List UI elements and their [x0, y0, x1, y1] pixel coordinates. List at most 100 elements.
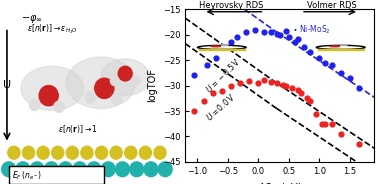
Bar [198, 49, 245, 50]
Circle shape [95, 78, 114, 98]
Circle shape [16, 162, 30, 177]
Circle shape [29, 99, 40, 110]
Point [252, 28, 258, 31]
Circle shape [110, 146, 122, 159]
Text: $-\varphi_\infty$: $-\varphi_\infty$ [21, 13, 42, 25]
Point [283, 29, 289, 32]
Text: Heyrovsky RDS: Heyrovsky RDS [199, 1, 263, 10]
Text: $\varepsilon[n(\mathbf{r})] \rightarrow \varepsilon_{H_2O}$: $\varepsilon[n(\mathbf{r})] \rightarrow … [27, 23, 77, 36]
Circle shape [45, 162, 58, 177]
Ellipse shape [101, 59, 150, 96]
Bar [318, 49, 364, 50]
Point [304, 97, 310, 100]
Y-axis label: logTOF: logTOF [147, 69, 157, 102]
Circle shape [37, 146, 49, 159]
Text: $\bullet$ Ni-MoS$_2$: $\bullet$ Ni-MoS$_2$ [292, 23, 331, 36]
Circle shape [154, 146, 166, 159]
Point [316, 56, 322, 59]
Text: $\varepsilon[n(\mathbf{r})] \rightarrow 1$: $\varepsilon[n(\mathbf{r})] \rightarrow … [58, 123, 98, 135]
Point [277, 33, 283, 36]
Circle shape [30, 162, 44, 177]
Point [301, 46, 307, 49]
Circle shape [8, 146, 20, 159]
Point [210, 92, 216, 95]
Circle shape [130, 162, 144, 177]
Circle shape [139, 146, 152, 159]
Point [200, 99, 206, 102]
Point [213, 56, 219, 59]
X-axis label: $\Delta\Omega_\mathrm{H}$ (eV): $\Delta\Omega_\mathrm{H}$ (eV) [258, 181, 302, 184]
Text: U: U [3, 80, 11, 90]
Text: $U = -0.5\,\mathrm{V}$: $U = -0.5\,\mathrm{V}$ [203, 56, 243, 95]
Point [203, 64, 209, 67]
Point [268, 81, 274, 84]
Point [298, 92, 304, 95]
Circle shape [101, 162, 115, 177]
Circle shape [87, 162, 101, 177]
Circle shape [22, 146, 35, 159]
Point [356, 143, 362, 146]
Point [243, 31, 249, 34]
Point [219, 89, 225, 92]
Circle shape [52, 146, 64, 159]
Point [191, 74, 197, 77]
Point [286, 36, 292, 39]
Circle shape [96, 146, 108, 159]
Circle shape [54, 101, 64, 112]
Point [338, 71, 344, 74]
Circle shape [66, 146, 78, 159]
Point [222, 46, 228, 49]
Point [274, 82, 280, 84]
Circle shape [73, 162, 87, 177]
Point [322, 122, 328, 125]
Circle shape [111, 94, 122, 105]
Point [328, 64, 335, 67]
Text: $E_F\,(n_{e^-})$: $E_F\,(n_{e^-})$ [12, 169, 42, 182]
Text: Volmer RDS: Volmer RDS [307, 1, 356, 10]
Point [256, 82, 262, 84]
Point [237, 82, 243, 84]
Point [295, 37, 301, 40]
Point [322, 61, 328, 64]
Point [307, 51, 313, 54]
Circle shape [131, 76, 140, 86]
Point [292, 41, 298, 44]
Circle shape [125, 146, 137, 159]
Point [289, 87, 295, 90]
Circle shape [110, 76, 119, 86]
Point [262, 31, 268, 34]
Circle shape [316, 45, 365, 49]
Point [274, 32, 280, 35]
Point [280, 83, 286, 86]
Point [246, 80, 252, 83]
Point [283, 84, 289, 87]
Circle shape [2, 162, 15, 177]
Point [328, 122, 335, 125]
Point [319, 122, 325, 125]
Circle shape [85, 92, 96, 103]
Point [268, 31, 274, 34]
Point [313, 112, 319, 115]
Ellipse shape [21, 66, 84, 110]
Circle shape [197, 45, 246, 49]
Text: $U = 0.0\,\mathrm{V}$: $U = 0.0\,\mathrm{V}$ [203, 91, 237, 123]
Circle shape [330, 46, 339, 47]
Bar [9, 166, 104, 184]
Point [228, 84, 234, 87]
Circle shape [59, 162, 73, 177]
Circle shape [158, 162, 172, 177]
Point [262, 79, 268, 82]
Circle shape [118, 66, 132, 81]
Point [295, 88, 301, 91]
Point [307, 99, 313, 102]
Circle shape [211, 46, 221, 47]
Circle shape [39, 86, 58, 106]
Point [338, 132, 344, 135]
Point [347, 77, 353, 79]
Point [356, 87, 362, 90]
Point [228, 41, 234, 44]
Point [234, 36, 240, 39]
Circle shape [81, 146, 93, 159]
Point [191, 109, 197, 112]
Circle shape [144, 162, 158, 177]
